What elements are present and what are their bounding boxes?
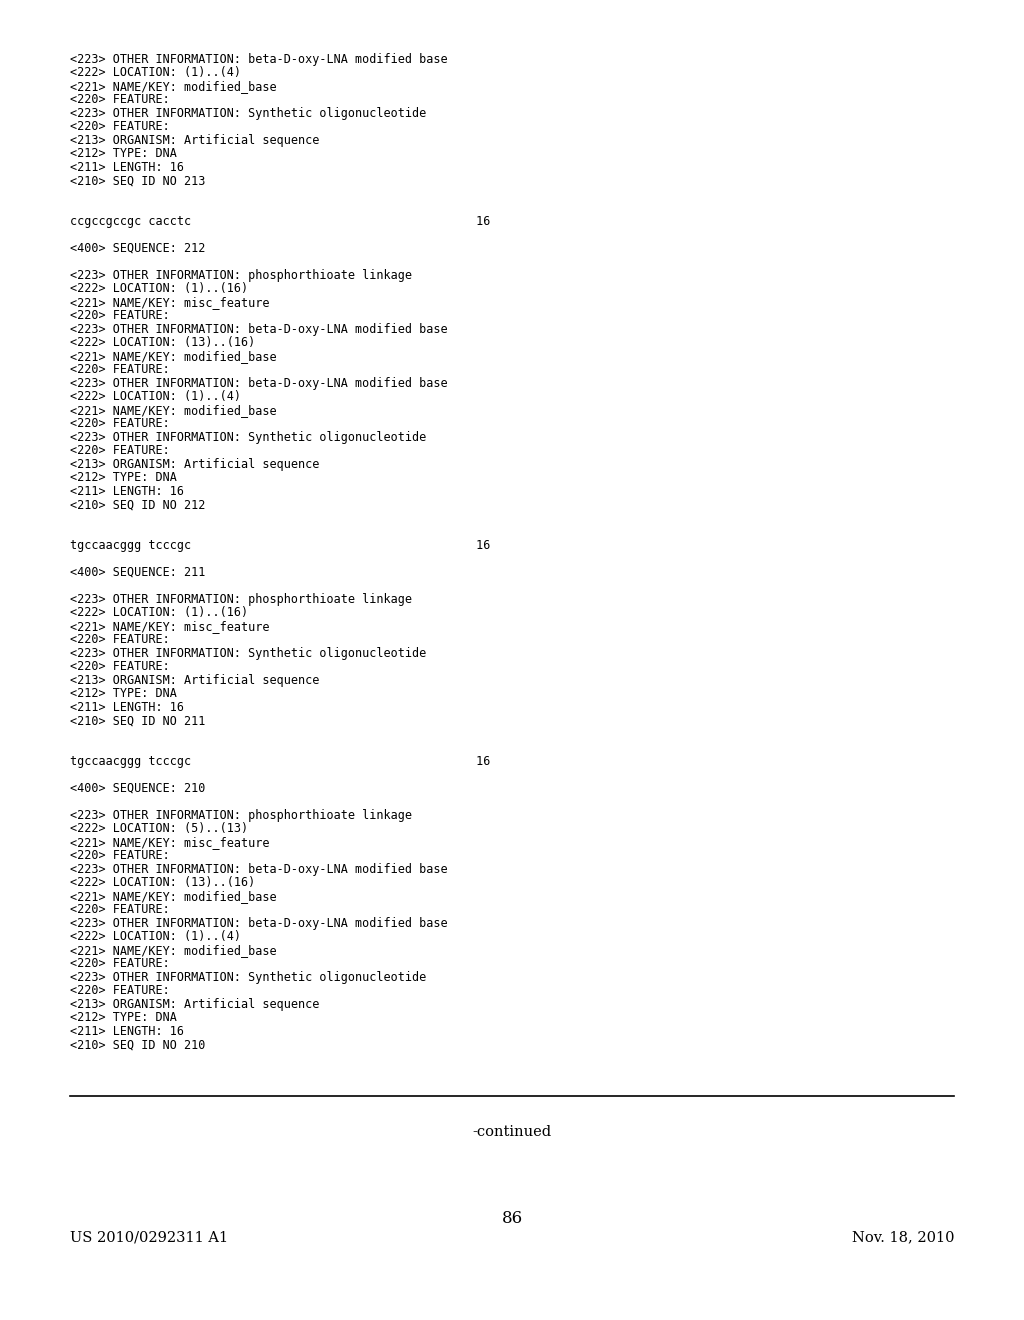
Text: <220> FEATURE:: <220> FEATURE: — [70, 985, 169, 997]
Text: US 2010/0292311 A1: US 2010/0292311 A1 — [70, 1230, 227, 1245]
Text: <223> OTHER INFORMATION: beta-D-oxy-LNA modified base: <223> OTHER INFORMATION: beta-D-oxy-LNA … — [70, 53, 447, 66]
Text: Nov. 18, 2010: Nov. 18, 2010 — [852, 1230, 954, 1245]
Text: <223> OTHER INFORMATION: beta-D-oxy-LNA modified base: <223> OTHER INFORMATION: beta-D-oxy-LNA … — [70, 916, 447, 929]
Text: <212> TYPE: DNA: <212> TYPE: DNA — [70, 1011, 176, 1024]
Text: <210> SEQ ID NO 212: <210> SEQ ID NO 212 — [70, 498, 205, 511]
Text: <223> OTHER INFORMATION: Synthetic oligonucleotide: <223> OTHER INFORMATION: Synthetic oligo… — [70, 970, 426, 983]
Text: <220> FEATURE:: <220> FEATURE: — [70, 957, 169, 970]
Text: <223> OTHER INFORMATION: beta-D-oxy-LNA modified base: <223> OTHER INFORMATION: beta-D-oxy-LNA … — [70, 322, 447, 335]
Text: <220> FEATURE:: <220> FEATURE: — [70, 309, 169, 322]
Text: <212> TYPE: DNA: <212> TYPE: DNA — [70, 471, 176, 484]
Text: <220> FEATURE:: <220> FEATURE: — [70, 903, 169, 916]
Text: <222> LOCATION: (1)..(4): <222> LOCATION: (1)..(4) — [70, 931, 241, 944]
Text: <222> LOCATION: (5)..(13): <222> LOCATION: (5)..(13) — [70, 822, 248, 836]
Text: <222> LOCATION: (1)..(16): <222> LOCATION: (1)..(16) — [70, 282, 248, 296]
Text: <221> NAME/KEY: misc_feature: <221> NAME/KEY: misc_feature — [70, 619, 269, 632]
Text: <211> LENGTH: 16: <211> LENGTH: 16 — [70, 701, 183, 714]
Text: <221> NAME/KEY: misc_feature: <221> NAME/KEY: misc_feature — [70, 296, 269, 309]
Text: <222> LOCATION: (1)..(16): <222> LOCATION: (1)..(16) — [70, 606, 248, 619]
Text: <221> NAME/KEY: modified_base: <221> NAME/KEY: modified_base — [70, 79, 276, 92]
Text: <222> LOCATION: (1)..(4): <222> LOCATION: (1)..(4) — [70, 391, 241, 403]
Text: <213> ORGANISM: Artificial sequence: <213> ORGANISM: Artificial sequence — [70, 998, 319, 1011]
Text: <221> NAME/KEY: misc_feature: <221> NAME/KEY: misc_feature — [70, 836, 269, 849]
Text: <221> NAME/KEY: modified_base: <221> NAME/KEY: modified_base — [70, 350, 276, 363]
Text: <213> ORGANISM: Artificial sequence: <213> ORGANISM: Artificial sequence — [70, 673, 319, 686]
Text: <213> ORGANISM: Artificial sequence: <213> ORGANISM: Artificial sequence — [70, 458, 319, 471]
Text: <220> FEATURE:: <220> FEATURE: — [70, 363, 169, 376]
Text: <223> OTHER INFORMATION: phosphorthioate linkage: <223> OTHER INFORMATION: phosphorthioate… — [70, 809, 412, 821]
Text: <223> OTHER INFORMATION: beta-D-oxy-LNA modified base: <223> OTHER INFORMATION: beta-D-oxy-LNA … — [70, 863, 447, 875]
Text: tgccaacggg tcccgc                                        16: tgccaacggg tcccgc 16 — [70, 755, 490, 768]
Text: <220> FEATURE:: <220> FEATURE: — [70, 120, 169, 133]
Text: <212> TYPE: DNA: <212> TYPE: DNA — [70, 688, 176, 700]
Text: <220> FEATURE:: <220> FEATURE: — [70, 417, 169, 430]
Text: <211> LENGTH: 16: <211> LENGTH: 16 — [70, 484, 183, 498]
Text: <220> FEATURE:: <220> FEATURE: — [70, 849, 169, 862]
Text: <222> LOCATION: (1)..(4): <222> LOCATION: (1)..(4) — [70, 66, 241, 79]
Text: <210> SEQ ID NO 213: <210> SEQ ID NO 213 — [70, 174, 205, 187]
Text: <212> TYPE: DNA: <212> TYPE: DNA — [70, 147, 176, 160]
Text: <221> NAME/KEY: modified_base: <221> NAME/KEY: modified_base — [70, 890, 276, 903]
Text: <400> SEQUENCE: 211: <400> SEQUENCE: 211 — [70, 566, 205, 578]
Text: <223> OTHER INFORMATION: phosphorthioate linkage: <223> OTHER INFORMATION: phosphorthioate… — [70, 593, 412, 606]
Text: <211> LENGTH: 16: <211> LENGTH: 16 — [70, 161, 183, 174]
Text: -continued: -continued — [472, 1125, 552, 1139]
Text: <222> LOCATION: (13)..(16): <222> LOCATION: (13)..(16) — [70, 876, 255, 890]
Text: ccgccgccgc cacctc                                        16: ccgccgccgc cacctc 16 — [70, 215, 490, 227]
Text: <223> OTHER INFORMATION: Synthetic oligonucleotide: <223> OTHER INFORMATION: Synthetic oligo… — [70, 647, 426, 660]
Text: <220> FEATURE:: <220> FEATURE: — [70, 94, 169, 106]
Text: <400> SEQUENCE: 212: <400> SEQUENCE: 212 — [70, 242, 205, 255]
Text: <220> FEATURE:: <220> FEATURE: — [70, 444, 169, 457]
Text: 86: 86 — [502, 1210, 522, 1228]
Text: <223> OTHER INFORMATION: Synthetic oligonucleotide: <223> OTHER INFORMATION: Synthetic oligo… — [70, 430, 426, 444]
Text: <223> OTHER INFORMATION: Synthetic oligonucleotide: <223> OTHER INFORMATION: Synthetic oligo… — [70, 107, 426, 120]
Text: <220> FEATURE:: <220> FEATURE: — [70, 634, 169, 647]
Text: <400> SEQUENCE: 210: <400> SEQUENCE: 210 — [70, 781, 205, 795]
Text: <210> SEQ ID NO 211: <210> SEQ ID NO 211 — [70, 714, 205, 727]
Text: <221> NAME/KEY: modified_base: <221> NAME/KEY: modified_base — [70, 404, 276, 417]
Text: <221> NAME/KEY: modified_base: <221> NAME/KEY: modified_base — [70, 944, 276, 957]
Text: <222> LOCATION: (13)..(16): <222> LOCATION: (13)..(16) — [70, 337, 255, 350]
Text: <213> ORGANISM: Artificial sequence: <213> ORGANISM: Artificial sequence — [70, 133, 319, 147]
Text: <223> OTHER INFORMATION: phosphorthioate linkage: <223> OTHER INFORMATION: phosphorthioate… — [70, 269, 412, 281]
Text: <220> FEATURE:: <220> FEATURE: — [70, 660, 169, 673]
Text: <210> SEQ ID NO 210: <210> SEQ ID NO 210 — [70, 1038, 205, 1051]
Text: <223> OTHER INFORMATION: beta-D-oxy-LNA modified base: <223> OTHER INFORMATION: beta-D-oxy-LNA … — [70, 376, 447, 389]
Text: tgccaacggg tcccgc                                        16: tgccaacggg tcccgc 16 — [70, 539, 490, 552]
Text: <211> LENGTH: 16: <211> LENGTH: 16 — [70, 1024, 183, 1038]
